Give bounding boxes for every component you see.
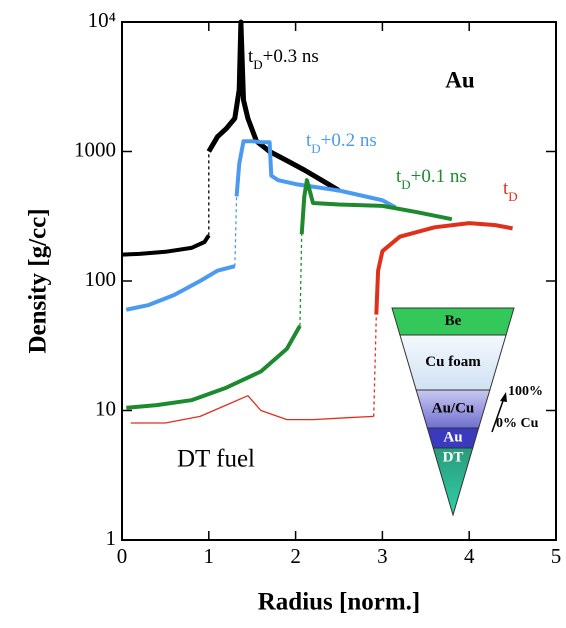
x-axis-title: Radius [norm.] [258, 589, 421, 616]
x-tick-label: 1 [204, 544, 215, 568]
series-label: tD [503, 178, 518, 204]
series-label-part: D [401, 177, 410, 192]
series-label-part: t [248, 46, 254, 67]
y-tick-label: 10⁴ [88, 8, 116, 32]
series-label-part: D [508, 189, 517, 204]
series-label-part: D [311, 141, 320, 156]
series-line [234, 139, 397, 210]
layer-label: Be [445, 313, 462, 329]
y-axis-title: Density [g/cc] [25, 208, 52, 353]
annotation: Au [445, 67, 475, 92]
y-tick-label: 10 [95, 396, 116, 420]
layer-label: DT [443, 449, 464, 465]
x-tick-label: 5 [551, 544, 562, 568]
target-layer [432, 447, 474, 517]
arrow-head [500, 392, 507, 402]
jump-connector [373, 314, 377, 417]
series-line [299, 178, 453, 235]
series-line [122, 234, 211, 257]
series-label: tD+0.2 ns [306, 130, 377, 156]
series-label-part: +0.2 ns [321, 130, 377, 151]
arrow-label: 0% Cu [496, 416, 539, 431]
y-tick-label: 1 [106, 526, 117, 550]
series-label-part: t [503, 178, 509, 199]
y-tick-label: 100 [85, 267, 117, 291]
series-line [374, 221, 513, 315]
series-label-part: D [253, 57, 262, 72]
jump-connector [299, 234, 303, 326]
target-diagram: Be Cu foam Au/Cu Au DT 100% 0% Cu [391, 307, 543, 517]
series-label-part: +0.3 ns [263, 46, 319, 67]
layer-label: Cu foam [425, 354, 481, 370]
x-tick-label: 4 [464, 544, 475, 568]
series-line [125, 264, 236, 312]
layer-label: Au [443, 429, 462, 445]
series-label: tD+0.1 ns [396, 166, 467, 192]
arrow [491, 397, 505, 433]
series-line [130, 395, 374, 424]
series-label-part: +0.1 ns [411, 166, 467, 187]
series-label-part: t [396, 166, 402, 187]
series-line [206, 19, 341, 193]
annotation: DT fuel [177, 446, 255, 473]
x-tick-label: 2 [290, 544, 301, 568]
jump-connector [234, 196, 238, 267]
series-label: tD+0.3 ns [248, 46, 319, 72]
series-label-part: t [306, 130, 312, 151]
series-line [126, 324, 302, 410]
layer-label: Au/Cu [432, 400, 475, 416]
y-tick-label: 1000 [74, 137, 116, 161]
x-tick-label: 3 [377, 544, 388, 568]
x-tick-label: 0 [117, 544, 128, 568]
arrow-label: 100% [508, 384, 543, 399]
